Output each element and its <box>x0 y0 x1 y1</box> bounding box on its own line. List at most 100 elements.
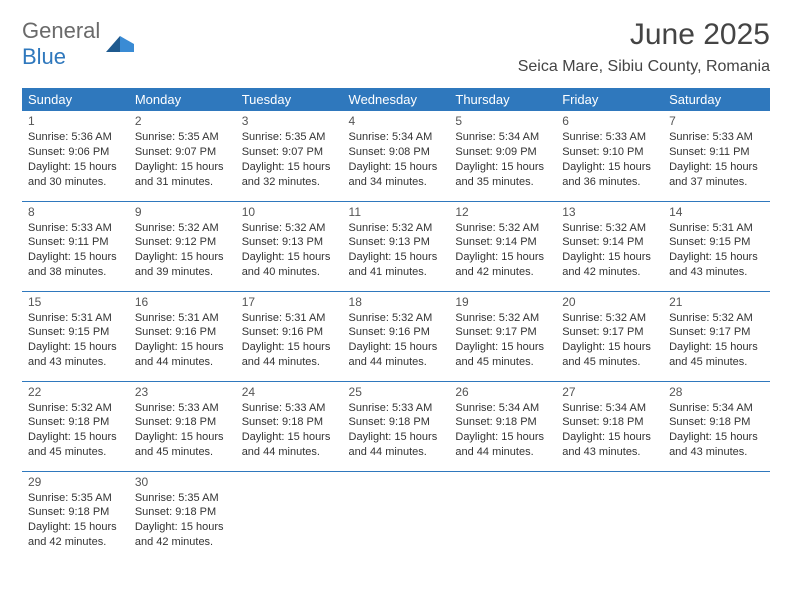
calendar-cell: 5 Sunrise: 5:34 AMSunset: 9:09 PMDaylight… <box>449 111 556 201</box>
day-info: Sunrise: 5:33 AMSunset: 9:11 PMDaylight:… <box>669 130 764 189</box>
calendar-cell: 12 Sunrise: 5:32 AMSunset: 9:14 PMDayligh… <box>449 201 556 291</box>
calendar-cell: 14 Sunrise: 5:31 AMSunset: 9:15 PMDayligh… <box>663 201 770 291</box>
calendar-cell: 13 Sunrise: 5:32 AMSunset: 9:14 PMDayligh… <box>556 201 663 291</box>
day-number: 16 <box>135 295 230 309</box>
weekday-header: Monday <box>129 88 236 111</box>
day-info: Sunrise: 5:32 AMSunset: 9:13 PMDaylight:… <box>242 221 337 280</box>
location-label: Seica Mare, Sibiu County, Romania <box>518 58 770 76</box>
day-info: Sunrise: 5:35 AMSunset: 9:18 PMDaylight:… <box>135 491 230 550</box>
calendar-cell: 2 Sunrise: 5:35 AMSunset: 9:07 PMDaylight… <box>129 111 236 201</box>
calendar-table: Sunday Monday Tuesday Wednesday Thursday… <box>22 88 770 561</box>
day-number: 2 <box>135 114 230 128</box>
weekday-header: Sunday <box>22 88 129 111</box>
day-number: 19 <box>455 295 550 309</box>
logo: General Blue <box>22 18 134 70</box>
day-number: 5 <box>455 114 550 128</box>
calendar-cell: 1 Sunrise: 5:36 AMSunset: 9:06 PMDaylight… <box>22 111 129 201</box>
logo-icon <box>106 32 134 57</box>
day-number: 1 <box>28 114 123 128</box>
day-number: 17 <box>242 295 337 309</box>
day-info: Sunrise: 5:32 AMSunset: 9:12 PMDaylight:… <box>135 221 230 280</box>
day-info: Sunrise: 5:33 AMSunset: 9:11 PMDaylight:… <box>28 221 123 280</box>
calendar-cell: 24Sunrise: 5:33 AMSunset: 9:18 PMDayligh… <box>236 381 343 471</box>
day-number: 18 <box>349 295 444 309</box>
logo-text: General Blue <box>22 18 100 70</box>
weekday-header: Tuesday <box>236 88 343 111</box>
day-number: 25 <box>349 385 444 399</box>
calendar-cell: 3Sunrise: 5:35 AMSunset: 9:07 PMDaylight… <box>236 111 343 201</box>
calendar-cell: 4 Sunrise: 5:34 AMSunset: 9:08 PMDaylight… <box>343 111 450 201</box>
day-info: Sunrise: 5:33 AMSunset: 9:18 PMDaylight:… <box>242 401 337 460</box>
day-info: Sunrise: 5:35 AMSunset: 9:07 PMDaylight:… <box>135 130 230 189</box>
day-info: Sunrise: 5:34 AMSunset: 9:18 PMDaylight:… <box>669 401 764 460</box>
day-number: 3 <box>242 114 337 128</box>
calendar-cell: 22 Sunrise: 5:32 AMSunset: 9:18 PMDayligh… <box>22 381 129 471</box>
calendar-cell <box>663 471 770 561</box>
weekday-header: Wednesday <box>343 88 450 111</box>
calendar-cell: 19 Sunrise: 5:32 AMSunset: 9:17 PMDayligh… <box>449 291 556 381</box>
calendar-row: 1 Sunrise: 5:36 AMSunset: 9:06 PMDaylight… <box>22 111 770 201</box>
day-info: Sunrise: 5:32 AMSunset: 9:14 PMDaylight:… <box>455 221 550 280</box>
day-number: 11 <box>349 205 444 219</box>
day-info: Sunrise: 5:34 AMSunset: 9:18 PMDaylight:… <box>562 401 657 460</box>
calendar-cell: 28 Sunrise: 5:34 AMSunset: 9:18 PMDayligh… <box>663 381 770 471</box>
weekday-header: Thursday <box>449 88 556 111</box>
calendar-cell <box>449 471 556 561</box>
day-number: 26 <box>455 385 550 399</box>
calendar-cell: 11Sunrise: 5:32 AMSunset: 9:13 PMDayligh… <box>343 201 450 291</box>
day-number: 6 <box>562 114 657 128</box>
calendar-cell: 9 Sunrise: 5:32 AMSunset: 9:12 PMDaylight… <box>129 201 236 291</box>
day-info: Sunrise: 5:32 AMSunset: 9:17 PMDaylight:… <box>455 311 550 370</box>
calendar-row: 8 Sunrise: 5:33 AMSunset: 9:11 PMDaylight… <box>22 201 770 291</box>
calendar-row: 22 Sunrise: 5:32 AMSunset: 9:18 PMDayligh… <box>22 381 770 471</box>
calendar-cell: 26 Sunrise: 5:34 AMSunset: 9:18 PMDayligh… <box>449 381 556 471</box>
day-info: Sunrise: 5:31 AMSunset: 9:16 PMDaylight:… <box>242 311 337 370</box>
calendar-cell: 23 Sunrise: 5:33 AMSunset: 9:18 PMDayligh… <box>129 381 236 471</box>
calendar-cell: 16 Sunrise: 5:31 AMSunset: 9:16 PMDayligh… <box>129 291 236 381</box>
calendar-row: 15Sunrise: 5:31 AMSunset: 9:15 PMDayligh… <box>22 291 770 381</box>
day-number: 30 <box>135 475 230 489</box>
day-number: 13 <box>562 205 657 219</box>
day-number: 8 <box>28 205 123 219</box>
header: General Blue June 2025 Seica Mare, Sibiu… <box>22 18 770 76</box>
day-number: 12 <box>455 205 550 219</box>
day-info: Sunrise: 5:32 AMSunset: 9:16 PMDaylight:… <box>349 311 444 370</box>
day-info: Sunrise: 5:34 AMSunset: 9:09 PMDaylight:… <box>455 130 550 189</box>
day-number: 14 <box>669 205 764 219</box>
day-info: Sunrise: 5:32 AMSunset: 9:18 PMDaylight:… <box>28 401 123 460</box>
day-info: Sunrise: 5:33 AMSunset: 9:18 PMDaylight:… <box>349 401 444 460</box>
day-info: Sunrise: 5:32 AMSunset: 9:17 PMDaylight:… <box>562 311 657 370</box>
day-number: 9 <box>135 205 230 219</box>
calendar-cell <box>343 471 450 561</box>
day-number: 10 <box>242 205 337 219</box>
calendar-cell: 21Sunrise: 5:32 AMSunset: 9:17 PMDayligh… <box>663 291 770 381</box>
day-info: Sunrise: 5:34 AMSunset: 9:18 PMDaylight:… <box>455 401 550 460</box>
day-number: 22 <box>28 385 123 399</box>
calendar-cell: 10 Sunrise: 5:32 AMSunset: 9:13 PMDayligh… <box>236 201 343 291</box>
title-block: June 2025 Seica Mare, Sibiu County, Roma… <box>518 18 770 76</box>
day-info: Sunrise: 5:31 AMSunset: 9:15 PMDaylight:… <box>669 221 764 280</box>
weekday-header: Friday <box>556 88 663 111</box>
day-info: Sunrise: 5:33 AMSunset: 9:18 PMDaylight:… <box>135 401 230 460</box>
logo-part2: Blue <box>22 44 66 69</box>
day-number: 20 <box>562 295 657 309</box>
page-title: June 2025 <box>518 18 770 52</box>
day-number: 23 <box>135 385 230 399</box>
day-number: 15 <box>28 295 123 309</box>
day-number: 7 <box>669 114 764 128</box>
day-number: 28 <box>669 385 764 399</box>
calendar-cell: 8 Sunrise: 5:33 AMSunset: 9:11 PMDaylight… <box>22 201 129 291</box>
day-info: Sunrise: 5:34 AMSunset: 9:08 PMDaylight:… <box>349 130 444 189</box>
weekday-header-row: Sunday Monday Tuesday Wednesday Thursday… <box>22 88 770 111</box>
calendar-cell <box>556 471 663 561</box>
calendar-cell: 27Sunrise: 5:34 AMSunset: 9:18 PMDayligh… <box>556 381 663 471</box>
day-info: Sunrise: 5:32 AMSunset: 9:17 PMDaylight:… <box>669 311 764 370</box>
calendar-cell: 20 Sunrise: 5:32 AMSunset: 9:17 PMDayligh… <box>556 291 663 381</box>
day-info: Sunrise: 5:32 AMSunset: 9:14 PMDaylight:… <box>562 221 657 280</box>
calendar-cell: 30 Sunrise: 5:35 AMSunset: 9:18 PMDayligh… <box>129 471 236 561</box>
day-number: 4 <box>349 114 444 128</box>
logo-part1: General <box>22 18 100 43</box>
calendar-cell: 29Sunrise: 5:35 AMSunset: 9:18 PMDayligh… <box>22 471 129 561</box>
day-info: Sunrise: 5:31 AMSunset: 9:16 PMDaylight:… <box>135 311 230 370</box>
day-info: Sunrise: 5:36 AMSunset: 9:06 PMDaylight:… <box>28 130 123 189</box>
